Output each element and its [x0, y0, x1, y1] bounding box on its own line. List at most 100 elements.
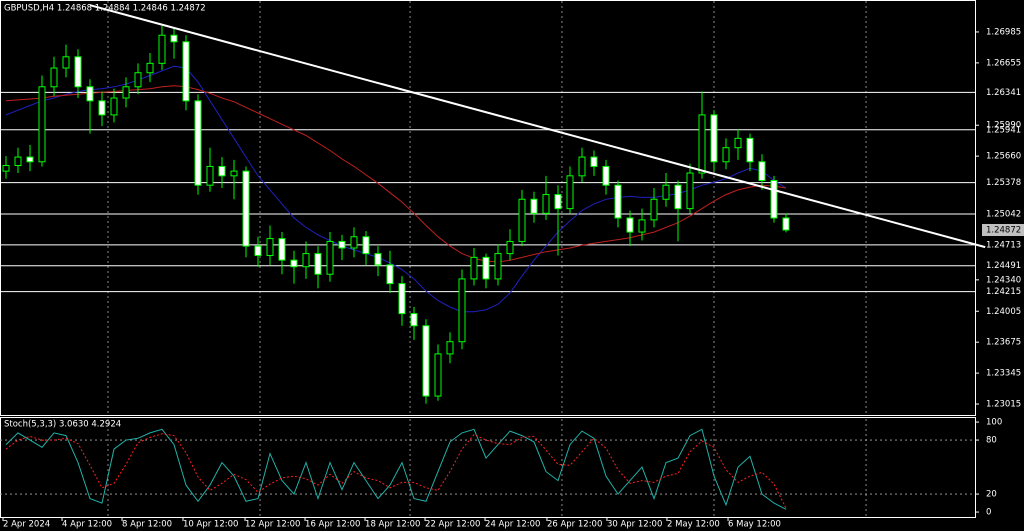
candle-body [410, 313, 418, 327]
candle-body [782, 217, 790, 231]
main-frame [0, 0, 976, 416]
level-label: 1.24215 [986, 287, 1021, 297]
candle-body [38, 86, 46, 163]
candle-body [74, 56, 82, 88]
candle-body [698, 114, 706, 174]
candle-body [626, 217, 634, 233]
stoch-frame [0, 417, 976, 518]
y-tick-label: 1.25660 [986, 152, 1021, 162]
candle-body [230, 170, 238, 177]
x-tick-label: 26 Apr 12:00 [547, 520, 602, 530]
candle-body [506, 240, 514, 255]
moving-average [5, 85, 787, 263]
candle-body [554, 194, 562, 210]
candle-body [242, 170, 250, 247]
x-tick-label: 22 Apr 12:00 [425, 520, 480, 530]
candle-body [470, 256, 478, 280]
candle-body [374, 253, 382, 266]
candle-body [650, 198, 658, 221]
candle-body [710, 114, 718, 163]
candle-body [518, 198, 526, 242]
candle-body [578, 156, 586, 177]
candle-body [398, 283, 406, 315]
candle-body [758, 161, 766, 182]
candle-body [218, 165, 226, 177]
candle-body [446, 341, 454, 355]
candle-body [770, 180, 778, 219]
candle-body [206, 165, 214, 186]
level-label: 1.25378 [986, 178, 1021, 188]
x-tick-label: 12 Apr 12:00 [245, 520, 300, 530]
candle-body [458, 278, 466, 343]
candle-body [686, 172, 694, 210]
y-tick-label: 1.24340 [986, 275, 1021, 285]
candle-body [62, 56, 70, 69]
candle-body [530, 198, 538, 214]
x-tick-label: 18 Apr 12:00 [365, 520, 420, 530]
level-label: 1.24713 [986, 240, 1021, 250]
candle-body [662, 184, 670, 200]
candle-body [722, 147, 730, 163]
candle-body [290, 259, 298, 268]
level-label: 1.24491 [986, 261, 1021, 271]
candle-body [362, 236, 370, 255]
y-tick-label: 1.24005 [986, 307, 1021, 317]
candle-body [482, 256, 490, 280]
candle-body [422, 325, 430, 397]
candle-body [194, 100, 202, 186]
y-tick-label: 0 [986, 508, 991, 518]
candle-body [266, 238, 274, 256]
level-label: 1.25042 [986, 210, 1021, 220]
candle-body [110, 97, 118, 116]
y-tick-label: 100 [986, 418, 1002, 428]
candle-body [86, 86, 94, 102]
y-tick-label: 1.23345 [986, 369, 1021, 379]
candle-body [50, 67, 58, 88]
candle-body [122, 86, 130, 99]
last-price-box [982, 223, 1024, 236]
candle-body [146, 62, 154, 74]
candle-body [98, 100, 106, 116]
candle-body [638, 219, 646, 233]
last-price-label: 1.24872 [986, 225, 1021, 235]
level-label: 1.26341 [986, 88, 1021, 98]
trend-line [89, 4, 986, 249]
y-tick-label: 1.26655 [986, 58, 1021, 68]
y-tick-label: 1.26985 [986, 27, 1021, 37]
y-tick-label: 80 [986, 436, 997, 446]
x-tick-label: 6 May 12:00 [728, 520, 781, 530]
x-tick-label: 4 Apr 12:00 [62, 520, 112, 530]
y-tick-label: 1.25990 [986, 121, 1021, 131]
candle-body [734, 137, 742, 149]
candle-body [350, 236, 358, 249]
x-tick-label: 30 Apr 12:00 [607, 520, 662, 530]
y-tick-label: 1.23015 [986, 400, 1021, 410]
candle-body [158, 34, 166, 64]
stoch-title: Stoch(5,3,3) 3.0630 4.2924 [4, 420, 121, 430]
candle-body [302, 253, 310, 268]
candle-body [386, 264, 394, 285]
candle-body [26, 156, 34, 163]
candle-body [674, 184, 682, 210]
x-tick-label: 10 Apr 12:00 [183, 520, 238, 530]
candle-body [254, 245, 262, 256]
level-label: 1.25941 [986, 125, 1021, 135]
x-tick-label: 8 Apr 12:00 [122, 520, 172, 530]
candle-body [746, 137, 754, 163]
stoch-line [5, 428, 787, 510]
candle-body [590, 156, 598, 167]
candle-body [134, 72, 142, 88]
candle-body [434, 353, 442, 397]
candle-body [182, 41, 190, 102]
candle-body [542, 194, 550, 214]
candle-body [2, 165, 10, 172]
candle-body [14, 156, 22, 167]
x-tick-label: 2 Apr 2024 [3, 520, 50, 530]
candle-body [614, 184, 622, 219]
candle-body [494, 253, 502, 280]
candle-body [338, 240, 346, 249]
x-tick-label: 24 Apr 12:00 [485, 520, 540, 530]
x-tick-label: 2 May 12:00 [667, 520, 720, 530]
